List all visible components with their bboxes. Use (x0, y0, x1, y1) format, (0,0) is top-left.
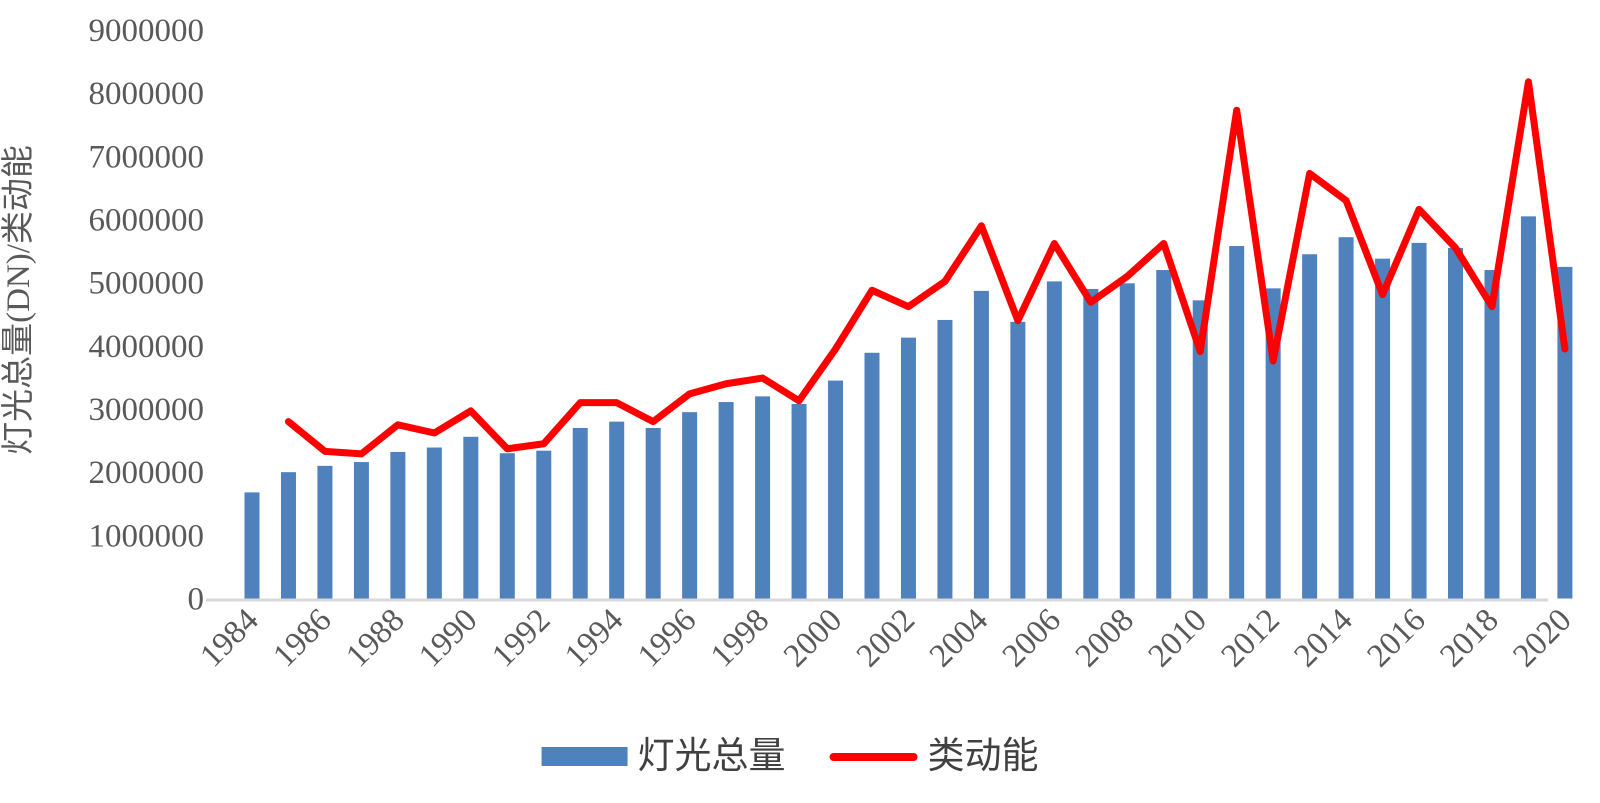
svg-text:6000000: 6000000 (89, 203, 205, 239)
svg-text:0: 0 (188, 582, 205, 618)
svg-text:2010: 2010 (1142, 602, 1214, 674)
svg-text:5000000: 5000000 (89, 266, 205, 302)
svg-text:1986: 1986 (266, 602, 338, 674)
svg-text:7000000: 7000000 (89, 139, 205, 175)
x-tick-labels: 1984 1986 1988 1990 1992 1994 1996 1998 2000 2002… (194, 602, 1579, 674)
legend: 灯光总量 类动能 (541, 736, 1039, 777)
svg-text:2014: 2014 (1288, 602, 1360, 674)
svg-text:1992: 1992 (485, 602, 557, 674)
svg-text:2012: 2012 (1215, 602, 1287, 674)
svg-text:3000000: 3000000 (89, 392, 205, 428)
svg-text:1000000: 1000000 (89, 518, 205, 554)
bars-group (244, 216, 1573, 599)
legend-item-line: 类动能 (829, 736, 1039, 777)
svg-text:2000: 2000 (777, 602, 849, 674)
series-line (284, 78, 1569, 458)
chart-canvas: 灯光总量(DN)/类动能 0 1000000 2000000 3000000 40000… (0, 13, 1579, 674)
svg-text:2016: 2016 (1361, 602, 1433, 674)
legend-bar-swatch (541, 747, 628, 766)
svg-text:2002: 2002 (850, 602, 922, 674)
y-tick-labels: 0 1000000 2000000 3000000 4000000 5000000 6000… (89, 13, 205, 618)
svg-text:2006: 2006 (996, 602, 1068, 674)
svg-text:1998: 1998 (704, 602, 776, 674)
svg-text:8000000: 8000000 (89, 76, 205, 112)
svg-text:4000000: 4000000 (89, 329, 205, 365)
svg-text:1996: 1996 (631, 602, 703, 674)
svg-text:2004: 2004 (923, 602, 995, 674)
svg-text:2008: 2008 (1069, 602, 1141, 674)
svg-text:1988: 1988 (339, 602, 411, 674)
y-axis-title: 灯光总量(DN)/类动能 (0, 145, 37, 455)
svg-text:2000000: 2000000 (89, 455, 205, 491)
svg-text:9000000: 9000000 (89, 13, 205, 49)
svg-text:1984: 1984 (194, 602, 266, 674)
svg-text:1990: 1990 (412, 602, 484, 674)
svg-text:2020: 2020 (1506, 602, 1578, 674)
svg-text:2018: 2018 (1434, 602, 1506, 674)
legend-item-bars: 灯光总量 (541, 736, 786, 777)
legend-bar-label: 灯光总量 (637, 736, 786, 777)
svg-text:1994: 1994 (558, 602, 630, 674)
legend-line-label: 类动能 (927, 736, 1039, 777)
legend-line-swatch (829, 752, 918, 761)
